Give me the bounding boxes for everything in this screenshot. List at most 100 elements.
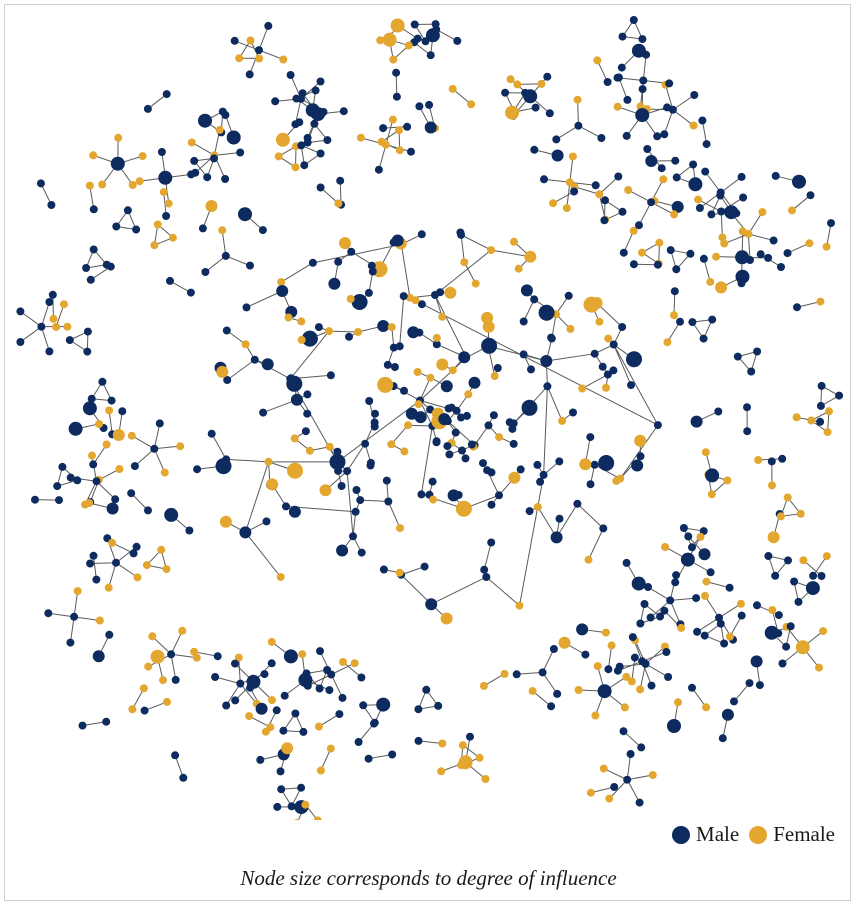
network-edge (626, 779, 641, 803)
network-edge (474, 425, 489, 446)
male-node (688, 543, 696, 552)
network-edge (720, 176, 742, 193)
male-node (667, 719, 681, 733)
female-node (636, 685, 645, 694)
male-node (735, 250, 750, 265)
male-node (413, 34, 422, 43)
network-edge (205, 255, 227, 273)
male-node (456, 228, 465, 237)
network-edge (262, 399, 298, 414)
male-node (733, 352, 742, 361)
male-node (817, 381, 826, 390)
male-node (720, 639, 729, 648)
male-node (277, 785, 286, 794)
female-node (481, 311, 494, 324)
male-node (530, 295, 539, 304)
female-node (508, 471, 521, 484)
female-node (356, 133, 365, 142)
male-node (716, 619, 725, 628)
male-node (383, 360, 392, 369)
female-node (455, 500, 472, 517)
male-node (827, 219, 835, 228)
network-edge (460, 234, 492, 251)
male-node (110, 156, 125, 171)
male-node (817, 572, 826, 580)
network-edge (627, 189, 652, 203)
female-node (382, 32, 397, 47)
network-edge (244, 461, 270, 533)
female-node (460, 258, 469, 267)
male-node (246, 683, 255, 692)
male-node (467, 440, 476, 449)
female-node (792, 413, 801, 422)
male-node (351, 507, 360, 516)
male-node (653, 132, 662, 141)
male-node (361, 439, 370, 448)
female-node (533, 502, 542, 511)
male-node (636, 619, 645, 628)
female-node (354, 328, 363, 336)
male-node (666, 596, 675, 605)
male-node (527, 365, 535, 374)
female-node (205, 200, 218, 212)
male-node (671, 200, 684, 213)
male-node (631, 43, 646, 58)
male-node (626, 351, 642, 368)
network-edge (153, 423, 161, 449)
male-node (221, 175, 230, 183)
male-node (564, 291, 573, 300)
network-edge (420, 425, 433, 495)
male-node (222, 326, 231, 335)
male-node (333, 447, 342, 456)
male-node (538, 304, 555, 321)
female-node (268, 696, 276, 705)
male-node (316, 149, 325, 158)
male-node (112, 222, 121, 231)
male-node (305, 103, 320, 118)
network-edge (720, 197, 744, 212)
network-edge (650, 600, 671, 618)
male-node (376, 697, 391, 712)
network-edge (221, 230, 227, 257)
female-node (95, 616, 104, 625)
male-node (301, 427, 310, 436)
female-node (579, 458, 592, 471)
male-node (66, 638, 75, 647)
network-edge (485, 576, 520, 606)
female-node (736, 599, 745, 608)
male-node (746, 256, 754, 264)
male-node (44, 609, 53, 618)
male-node (628, 633, 637, 642)
female-node (475, 753, 484, 762)
female-node (601, 628, 610, 637)
male-node (403, 122, 412, 131)
male-node (98, 377, 107, 386)
male-node (105, 630, 114, 639)
male-node (600, 216, 609, 225)
female-node (284, 313, 293, 322)
network-edge (627, 774, 653, 781)
male-node (458, 351, 471, 364)
male-node (421, 37, 430, 46)
male-node (702, 140, 711, 149)
male-node (246, 261, 254, 270)
network-edge (599, 176, 619, 195)
female-node (458, 741, 467, 750)
female-node (694, 195, 703, 204)
female-node (578, 384, 587, 393)
male-node (653, 421, 662, 430)
male-node (271, 97, 280, 106)
male-node (89, 205, 98, 214)
female-node (726, 632, 734, 641)
male-node (352, 486, 361, 494)
male-node (536, 477, 545, 486)
male-node (521, 399, 538, 416)
male-node (328, 277, 341, 290)
female-node (85, 181, 94, 190)
male-node (82, 264, 91, 272)
network-edges (20, 19, 840, 820)
female-node (128, 181, 137, 189)
female-node (702, 577, 711, 586)
female-node (112, 429, 125, 441)
male-node (432, 340, 441, 349)
